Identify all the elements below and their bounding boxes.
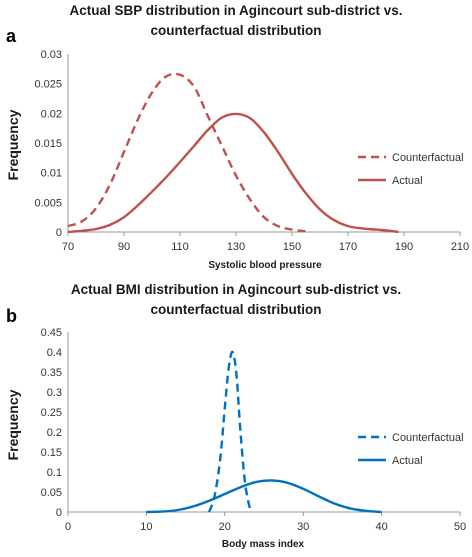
chart-b-title-line-1: Actual BMI distribution in Agincourt sub… <box>71 282 401 297</box>
chart-a-series-actual-line <box>67 112 399 234</box>
chart-a-y-tick-label: 0.015 <box>34 138 62 150</box>
chart-b-y-tick-label: 0.25 <box>41 407 62 419</box>
chart-b-x-tick-label: 10 <box>140 521 152 533</box>
chart-a-x-tick-label: 170 <box>339 241 357 253</box>
chart-b-y-tick-label: 0.2 <box>47 427 62 439</box>
chart-b-title-line-2: counterfactual distribution <box>150 302 321 317</box>
chart-b-y-tick-label: 0.05 <box>41 487 62 499</box>
chart-a-legend-label-counterfactual: Counterfactual <box>392 152 464 164</box>
chart-a-x-tick-label: 190 <box>395 241 413 253</box>
chart-b-x-tick-label: 0 <box>65 521 71 533</box>
chart-b-y-tick-label: 0.15 <box>41 447 62 459</box>
chart-a-x-tick-label: 150 <box>283 241 301 253</box>
chart-b-y-tick-label: 0.1 <box>47 467 62 479</box>
chart-a-series <box>67 72 399 234</box>
chart-panel-a: a Actual SBP distribution in Agincourt s… <box>5 3 469 271</box>
chart-a-x-tick-label: 110 <box>171 241 189 253</box>
chart-b-series <box>146 350 382 514</box>
chart-a-y-tick-label: 0.02 <box>41 108 62 120</box>
chart-a-y-tick-label: 0 <box>56 227 62 239</box>
chart-b-y-tick-label: 0.3 <box>47 387 62 399</box>
chart-b-tick-labels: 0 10 20 30 40 50 0 0.05 0.1 0.15 0.2 0.25 0.3 0.35 0.4… <box>41 327 467 533</box>
chart-b-x-tick-label: 20 <box>219 521 231 533</box>
chart-a-y-axis-label: Frequency <box>5 109 21 180</box>
chart-b-y-tick-label: 0.45 <box>41 327 62 339</box>
chart-a-legend: Counterfactual Actual <box>358 152 464 187</box>
chart-a-x-tick-label: 70 <box>62 241 74 253</box>
chart-b-series-counterfactual-line <box>207 350 252 513</box>
chart-a-tick-labels: 70 90 110 130 150 170 190 210 0 0.005 0.01 0.015 0.0… <box>34 49 469 253</box>
chart-b-x-axis-label: Body mass index <box>222 539 305 550</box>
chart-a-x-axis-label: Systolic blood pressure <box>208 260 322 271</box>
chart-b-x-tick-label: 40 <box>375 521 387 533</box>
chart-a-legend-label-actual: Actual <box>392 175 423 187</box>
chart-b-y-tick-label: 0.4 <box>47 347 62 359</box>
panel-a-letter: a <box>6 26 17 46</box>
chart-a-series-counterfactual-line <box>67 72 307 233</box>
panel-b-letter: b <box>6 306 17 326</box>
chart-b-y-tick-label: 0.35 <box>41 367 62 379</box>
chart-a-x-tick-label: 210 <box>451 241 469 253</box>
chart-b-legend-label-actual: Actual <box>392 455 423 467</box>
chart-b-legend: Counterfactual Actual <box>358 432 464 467</box>
chart-a-title-line-2: counterfactual distribution <box>150 23 321 38</box>
chart-a-x-tick-label: 130 <box>227 241 245 253</box>
chart-a-y-tick-label: 0.025 <box>34 79 62 91</box>
chart-a-y-tick-label: 0.005 <box>34 197 62 209</box>
chart-panel-b: b Actual BMI distribution in Agincourt s… <box>5 282 466 550</box>
chart-a-x-tick-label: 90 <box>118 241 130 253</box>
chart-a-y-tick-label: 0.03 <box>41 49 62 61</box>
chart-b-x-tick-label: 30 <box>297 521 309 533</box>
chart-a-y-tick-label: 0.01 <box>41 168 62 180</box>
chart-a-title-line-1: Actual SBP distribution in Agincourt sub… <box>69 3 402 18</box>
chart-b-legend-label-counterfactual: Counterfactual <box>392 432 464 444</box>
chart-b-axes <box>67 332 461 516</box>
chart-b-y-tick-label: 0 <box>56 507 62 519</box>
chart-b-x-tick-label: 50 <box>454 521 466 533</box>
chart-b-y-axis-label: Frequency <box>5 389 21 460</box>
chart-b-series-actual-line <box>146 479 382 514</box>
